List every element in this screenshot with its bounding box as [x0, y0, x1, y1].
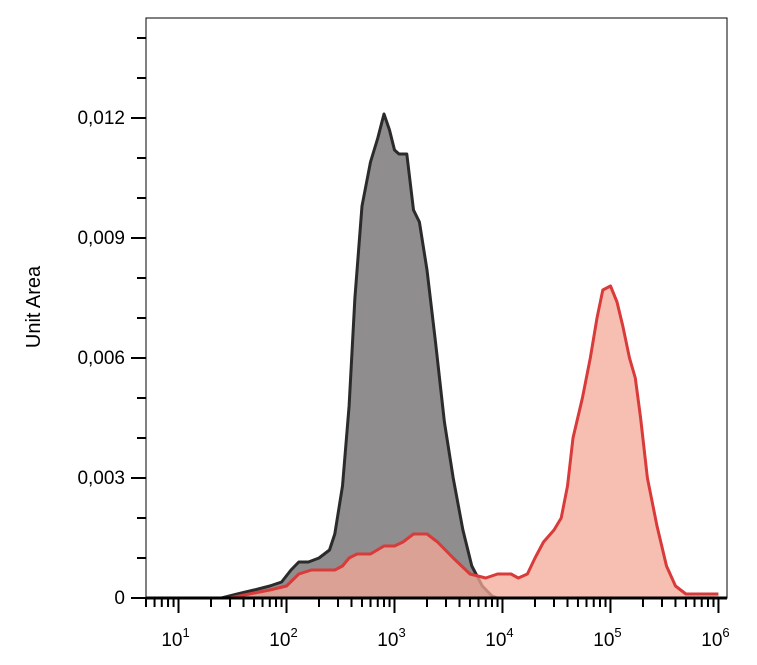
x-tick-label: 102 [269, 625, 297, 651]
y-tick-label: 0 [114, 588, 125, 609]
y-axis-title: Unit Area [23, 265, 45, 348]
x-tick-label: 104 [485, 625, 513, 651]
x-tick-label: 101 [161, 625, 189, 651]
y-tick-label: 0,009 [77, 228, 125, 249]
series-2-area [178, 286, 719, 598]
x-tick-label: 105 [593, 625, 621, 651]
series-1-area [178, 114, 498, 598]
x-tick-label: 103 [377, 625, 405, 651]
y-tick-label: 0,003 [77, 468, 125, 489]
y-axis: 0 0,003 0,006 0,009 0,012 [77, 37, 146, 609]
series-layer [178, 112, 719, 600]
series-2-line [178, 284, 719, 600]
y-tick-label: 0,012 [77, 108, 125, 129]
x-axis: 101 102 103 104 105 106 [145, 596, 730, 651]
y-tick-label: 0,006 [77, 348, 125, 369]
series-1-line [178, 112, 499, 600]
x-tick-label: 106 [701, 625, 729, 651]
